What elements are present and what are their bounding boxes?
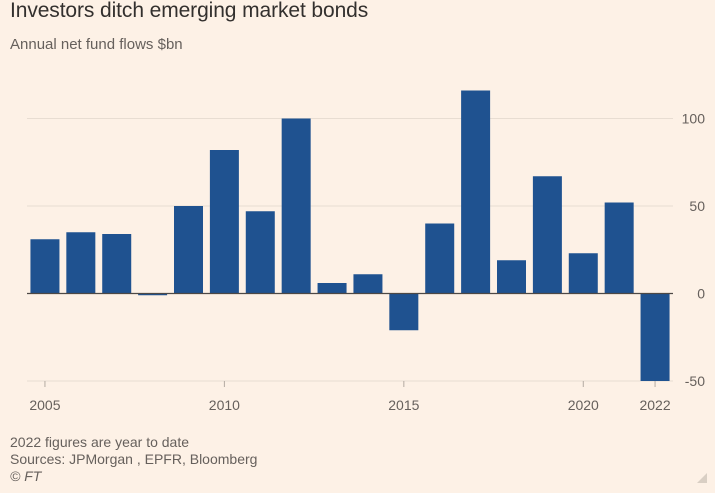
bar-2005 [30, 239, 60, 294]
bar-2008 [138, 293, 168, 296]
bar-2020 [568, 253, 598, 294]
bar-2022 [640, 293, 670, 381]
bar-2021 [604, 202, 634, 294]
x-tick-label: 2005 [29, 397, 60, 413]
bar-2019 [532, 176, 562, 294]
resize-handle-icon [697, 473, 707, 483]
bar-2015 [389, 293, 419, 331]
x-tick-label: 2010 [209, 397, 240, 413]
x-tick-label: 2022 [639, 397, 670, 413]
bar-chart: 2005 2010 2015 2020 2022 100 50 0 -50 [27, 90, 706, 413]
bar-2018 [497, 260, 526, 294]
bar-2014 [353, 274, 383, 294]
chart-footer: 2022 figures are year to date Sources: J… [10, 434, 257, 485]
bar-2012 [281, 118, 311, 294]
y-tick-label: 0 [697, 286, 705, 302]
bar-2013 [317, 283, 347, 294]
bar-2006 [66, 232, 96, 294]
x-tick-label: 2020 [568, 397, 599, 413]
y-axis: 100 50 0 -50 [682, 111, 706, 390]
x-axis: 2005 2010 2015 2020 2022 [29, 381, 671, 413]
gridlines [27, 118, 673, 382]
bar-2009 [174, 206, 203, 294]
bar-2016 [425, 223, 455, 294]
y-tick-label: 50 [689, 198, 705, 214]
bar-2007 [102, 234, 132, 294]
y-tick-label: -50 [685, 373, 705, 389]
x-tick-label: 2015 [388, 397, 419, 413]
bar-2010 [209, 150, 239, 294]
bar-2011 [245, 211, 275, 294]
y-tick-label: 100 [682, 111, 706, 127]
footnote: 2022 figures are year to date [10, 434, 190, 450]
chart-subtitle: Annual net fund flows $bn [10, 36, 183, 53]
copyright: © FT [10, 468, 42, 484]
chart-title: Investors ditch emerging market bonds [10, 0, 369, 22]
source-note: Sources: JPMorgan , EPFR, Bloomberg [10, 451, 258, 467]
bars [30, 90, 670, 381]
bar-2017 [461, 90, 491, 294]
